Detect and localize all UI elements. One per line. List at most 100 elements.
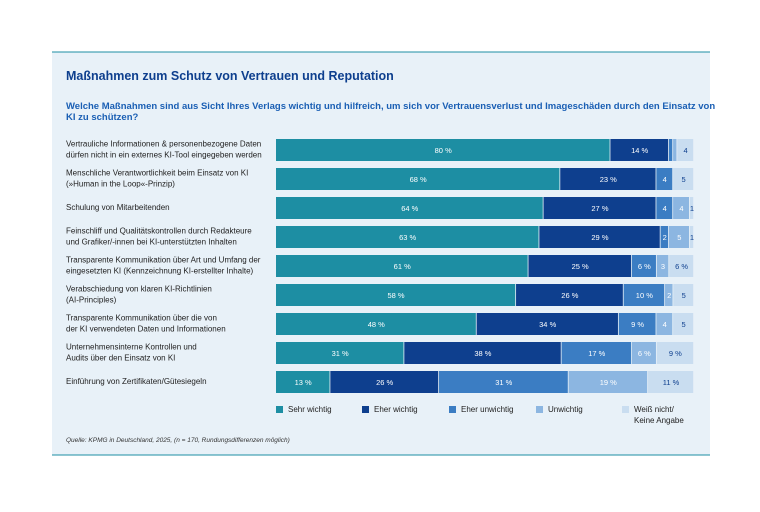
bar-segment (439, 371, 568, 393)
bar-segment (623, 284, 665, 306)
bar-segment (528, 255, 632, 277)
value-label: 64 % (401, 204, 418, 213)
panel (52, 52, 710, 455)
bar-segment (568, 371, 648, 393)
bar-segment (561, 342, 632, 364)
legend-label: Eher unwichtig (461, 405, 513, 414)
bar-segment (673, 139, 677, 161)
bar-segment (276, 371, 330, 393)
bar-segment (276, 313, 476, 335)
value-label: 31 % (332, 349, 349, 358)
value-label: 4 (684, 146, 688, 155)
value-label: 5 (681, 175, 685, 184)
category-label: Feinschliff und Qualitätskontrollen durc… (66, 227, 252, 247)
legend-swatch (362, 406, 369, 413)
bar-segment (560, 168, 656, 190)
legend-label: Eher wichtig (374, 405, 418, 414)
value-label: 58 % (387, 291, 404, 300)
category-label: Verabschiedung von klaren KI-Richtlinien… (66, 285, 212, 305)
bar-segment (665, 284, 673, 306)
value-label: 25 % (572, 262, 589, 271)
value-label: 5 (681, 320, 685, 329)
bar-segment (276, 342, 404, 364)
bar-segment (610, 139, 669, 161)
value-label: 9 % (631, 320, 644, 329)
bar-segment (539, 226, 660, 248)
category-label: Schulung von Mitarbeitenden (66, 203, 170, 212)
value-label: 27 % (591, 204, 608, 213)
bar-segment (656, 313, 673, 335)
bar-segment (669, 255, 694, 277)
value-label: 10 % (636, 291, 653, 300)
category-label: Transparente Kommunikation über Art und … (66, 256, 261, 276)
value-label: 5 (677, 233, 681, 242)
bar-segment (631, 255, 656, 277)
value-label: 4 (663, 204, 667, 213)
category-label: Vertrauliche Informationen & personenbez… (66, 140, 262, 160)
bar-segment (673, 197, 690, 219)
value-label: 19 % (600, 378, 617, 387)
chart-subtitle: Welche Maßnahmen sind aus Sicht Ihres Ve… (66, 101, 715, 123)
bar-segment (276, 255, 528, 277)
bar-segment (689, 226, 694, 248)
value-label: 5 (682, 291, 686, 300)
bar-segment (276, 168, 560, 190)
value-label: 80 % (435, 146, 452, 155)
value-label: 6 % (638, 349, 651, 358)
legend-swatch (536, 406, 543, 413)
value-label: 3 (661, 262, 665, 271)
bar-segment (689, 197, 694, 219)
value-label: 34 % (539, 320, 556, 329)
bar-segment (656, 197, 673, 219)
value-label: 1 (690, 233, 694, 242)
bar-segment (276, 197, 543, 219)
bar-segment (276, 226, 539, 248)
value-label: 2 (663, 233, 667, 242)
value-label: 48 % (368, 320, 385, 329)
value-label: 4 (663, 175, 667, 184)
value-label: 4 (679, 204, 683, 213)
legend-label: Weiß nicht/Keine Angabe (634, 405, 684, 425)
legend-label: Sehr wichtig (288, 405, 332, 414)
value-label: 61 % (394, 262, 411, 271)
value-label: 31 % (495, 378, 512, 387)
value-label: 11 % (663, 378, 680, 387)
bar-segment (631, 342, 656, 364)
source-note: Quelle: KPMG in Deutschland, 2025, (n = … (66, 437, 290, 444)
bar-segment (618, 313, 656, 335)
value-label: 38 % (474, 349, 491, 358)
category-label: Unternehmensinterne Kontrollen und Audits… (66, 343, 197, 363)
legend-swatch (276, 406, 283, 413)
legend-swatch (622, 406, 629, 413)
value-label: 63 % (399, 233, 416, 242)
bar-segment (673, 284, 694, 306)
value-label: 29 % (591, 233, 608, 242)
value-label: 68 % (410, 175, 427, 184)
bar-segment (404, 342, 561, 364)
bar-segment (660, 226, 669, 248)
chart-title: Maßnahmen zum Schutz von Vertrauen und R… (66, 69, 394, 83)
value-label: 23 % (600, 175, 617, 184)
bar-segment (476, 313, 618, 335)
legend-label: Unwichtig (548, 405, 583, 414)
value-label: 13 % (295, 378, 312, 387)
bar-segment (543, 197, 656, 219)
value-label: 4 (663, 320, 667, 329)
bar-segment (668, 139, 673, 161)
bar-segment (330, 371, 439, 393)
value-label: 26 % (561, 291, 578, 300)
bar-segment (673, 313, 694, 335)
bar-segment (276, 284, 516, 306)
value-label: 6 % (638, 262, 651, 271)
value-label: 26 % (376, 378, 393, 387)
value-label: 6 % (675, 262, 688, 271)
bar-segment (656, 342, 694, 364)
bar-segment (673, 168, 694, 190)
bar-segment (668, 226, 690, 248)
category-label: Menschliche Verantwortlichkeit beim Eins… (66, 169, 248, 189)
value-label: 9 % (669, 349, 682, 358)
legend-swatch (449, 406, 456, 413)
value-label: 14 % (631, 146, 648, 155)
